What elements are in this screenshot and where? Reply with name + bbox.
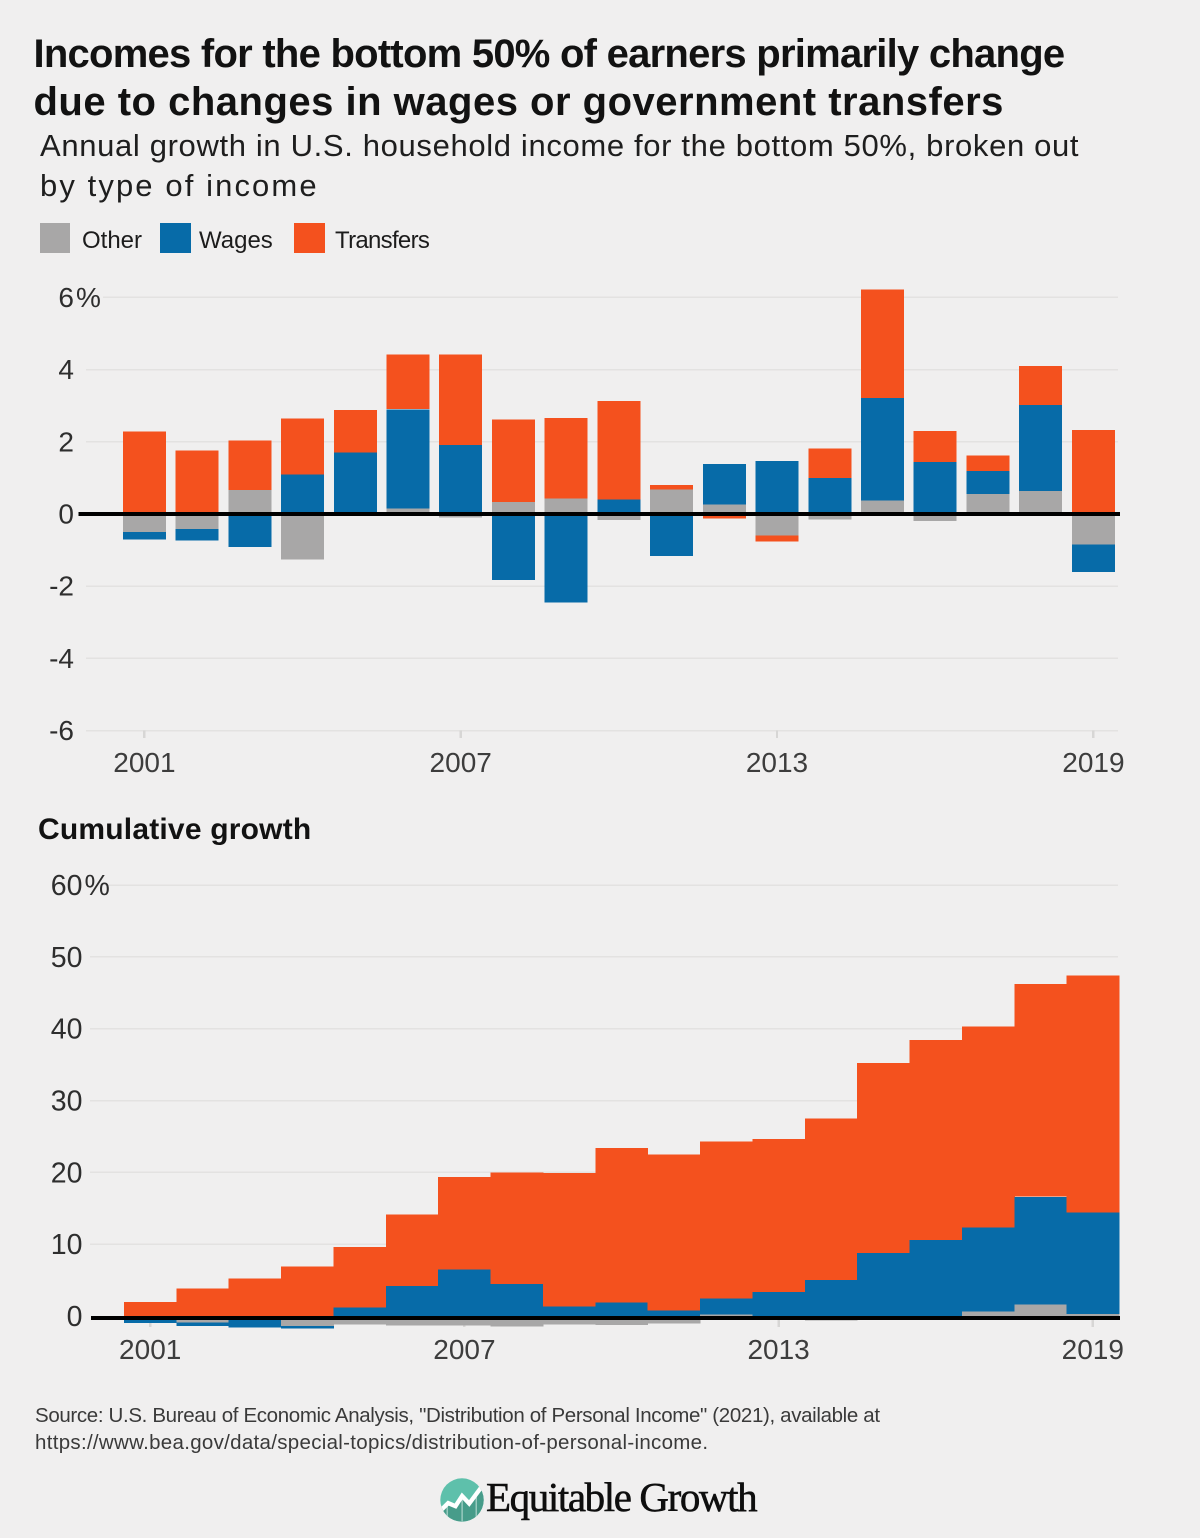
svg-text:0: 0 (58, 499, 74, 530)
svg-text:%: % (76, 282, 101, 313)
svg-text:2013: 2013 (747, 1334, 809, 1365)
svg-text:2019: 2019 (1062, 747, 1124, 778)
svg-text:2007: 2007 (433, 1334, 495, 1365)
svg-text:40: 40 (51, 1014, 83, 1046)
svg-text:50: 50 (51, 942, 83, 974)
svg-text:0: 0 (67, 1301, 83, 1333)
svg-text:2007: 2007 (430, 747, 492, 778)
svg-text:2019: 2019 (1062, 1334, 1124, 1365)
svg-text:-2: -2 (49, 571, 74, 602)
svg-text:2001: 2001 (113, 747, 175, 778)
svg-text:2001: 2001 (119, 1334, 181, 1365)
svg-text:6: 6 (58, 282, 74, 313)
svg-text:4: 4 (58, 354, 74, 385)
svg-text:-4: -4 (49, 643, 74, 674)
svg-text:20: 20 (51, 1157, 83, 1189)
svg-text:-6: -6 (49, 715, 74, 746)
svg-text:2013: 2013 (746, 747, 808, 778)
svg-text:%: % (85, 870, 110, 902)
svg-text:2: 2 (58, 426, 74, 457)
svg-text:30: 30 (51, 1086, 83, 1118)
svg-text:10: 10 (51, 1229, 83, 1261)
svg-text:60: 60 (51, 870, 83, 902)
